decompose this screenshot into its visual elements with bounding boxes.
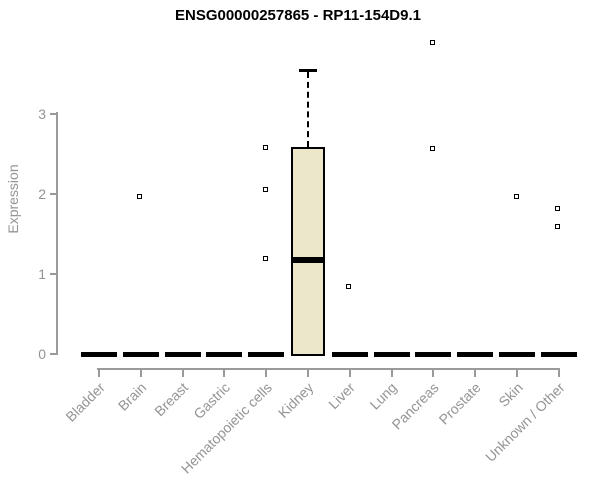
collapsed-zero-box (540, 351, 577, 357)
x-tick-label: Liver (325, 379, 359, 413)
outlier-point (262, 255, 268, 261)
median-line (291, 257, 325, 264)
collapsed-zero-box (206, 351, 243, 357)
x-axis-tick (516, 370, 518, 377)
x-tick-label: Unknown / Other (481, 379, 568, 465)
collapsed-zero-box (415, 351, 452, 357)
outlier-point (513, 193, 519, 199)
collapsed-zero-box (331, 351, 368, 357)
collapsed-zero-box (164, 351, 201, 357)
y-axis-tick (50, 193, 56, 195)
outlier-point (137, 193, 143, 199)
x-tick-label: Skin (495, 379, 526, 410)
y-tick-label: 2 (38, 186, 46, 202)
x-axis-tick (98, 370, 100, 377)
x-tick-label: Bladder (62, 379, 108, 425)
y-axis-tick (50, 273, 56, 275)
x-axis-line (97, 368, 560, 370)
y-axis-tick (50, 113, 56, 115)
x-axis-tick (390, 370, 393, 377)
x-axis-tick (223, 370, 226, 377)
collapsed-zero-box (499, 351, 535, 357)
collapsed-zero-box (248, 351, 285, 357)
chart-title: ENSG00000257865 - RP11-154D9.1 (174, 7, 421, 24)
x-axis-tick (139, 370, 142, 377)
y-tick-label: 0 (38, 346, 46, 362)
y-tick-label: 3 (38, 106, 46, 122)
x-axis-tick (348, 370, 351, 377)
outlier-point (555, 223, 561, 229)
box (291, 147, 325, 356)
y-tick-label: 1 (38, 266, 46, 282)
collapsed-zero-box (81, 351, 117, 357)
collapsed-zero-box (122, 351, 159, 357)
x-tick-label: Lung (366, 379, 401, 413)
x-axis-tick (557, 370, 560, 377)
outlier-point (429, 39, 435, 45)
whisker-cap (299, 68, 317, 72)
x-tick-label: Kidney (275, 379, 317, 421)
x-axis-tick (432, 370, 435, 377)
outlier-point (429, 145, 435, 151)
collapsed-zero-box (373, 351, 410, 357)
outlier-point (262, 186, 268, 192)
collapsed-zero-box (457, 351, 494, 357)
x-tick-label: Brain (114, 379, 150, 414)
y-axis-line (56, 112, 58, 355)
outlier-point (346, 283, 352, 289)
x-axis-tick (181, 370, 184, 377)
x-axis-tick (474, 370, 477, 377)
y-axis-tick (50, 353, 56, 355)
outlier-point (555, 205, 561, 211)
x-tick-label: Breast (151, 379, 192, 420)
x-tick-label: Prostate (435, 379, 484, 428)
x-axis-tick (265, 370, 268, 377)
whisker-line (307, 72, 309, 148)
x-axis-tick (307, 370, 309, 377)
outlier-point (262, 145, 268, 151)
